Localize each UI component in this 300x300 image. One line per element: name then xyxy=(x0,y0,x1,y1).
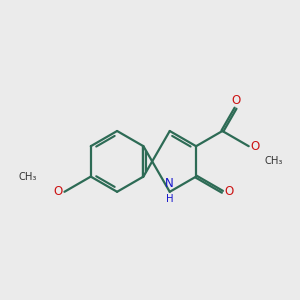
Text: CH₃: CH₃ xyxy=(18,172,37,182)
Text: H: H xyxy=(166,194,173,204)
Text: O: O xyxy=(250,140,260,153)
Text: O: O xyxy=(231,94,240,107)
Text: N: N xyxy=(165,177,174,190)
Text: O: O xyxy=(224,185,233,198)
Text: O: O xyxy=(54,185,63,198)
Text: CH₃: CH₃ xyxy=(264,156,283,167)
